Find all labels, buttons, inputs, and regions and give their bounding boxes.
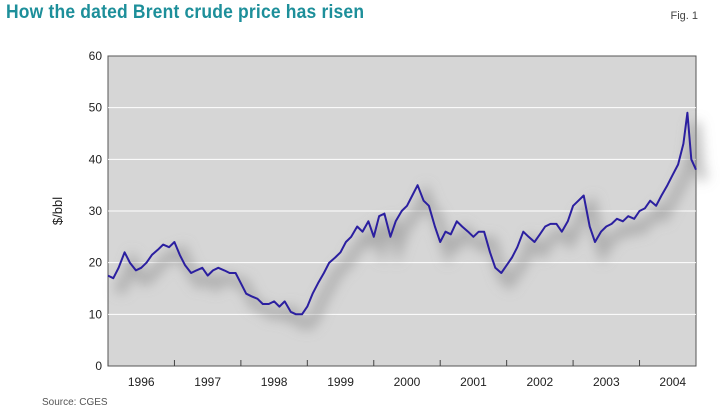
y-tick-label: 10 <box>89 307 103 321</box>
y-tick-label: 0 <box>95 359 102 373</box>
x-axis: 1996 1997 1998 1999 2000 2001 2002 2003 2004 <box>107 360 686 389</box>
x-tick-label: 1999 <box>327 375 354 389</box>
line-shadow <box>113 122 709 330</box>
y-axis-label: $/bbl <box>50 197 65 225</box>
x-tick-label: 2002 <box>527 375 554 389</box>
y-tick-label: 50 <box>89 101 103 115</box>
x-tick-label: 1997 <box>194 375 221 389</box>
y-tick-label: 20 <box>89 256 103 270</box>
series-line <box>107 111 697 316</box>
x-tick-label: 2003 <box>593 375 620 389</box>
y-tick-label: 30 <box>89 204 103 218</box>
y-tick-label: 40 <box>89 152 103 166</box>
source-note: Source: CGES <box>42 397 108 408</box>
figure-label: Fig. 1 <box>670 10 698 22</box>
y-tick-label: 60 <box>89 49 103 63</box>
x-tick-label: 2000 <box>394 375 421 389</box>
y-axis: 0 10 20 30 40 50 60 <box>89 49 103 373</box>
x-tick-label: 2004 <box>659 375 686 389</box>
chart-title: How the dated Brent crude price has rise… <box>6 2 365 23</box>
x-tick-label: 1996 <box>128 375 155 389</box>
x-tick-label: 2001 <box>460 375 487 389</box>
x-tick-label: 1998 <box>261 375 288 389</box>
